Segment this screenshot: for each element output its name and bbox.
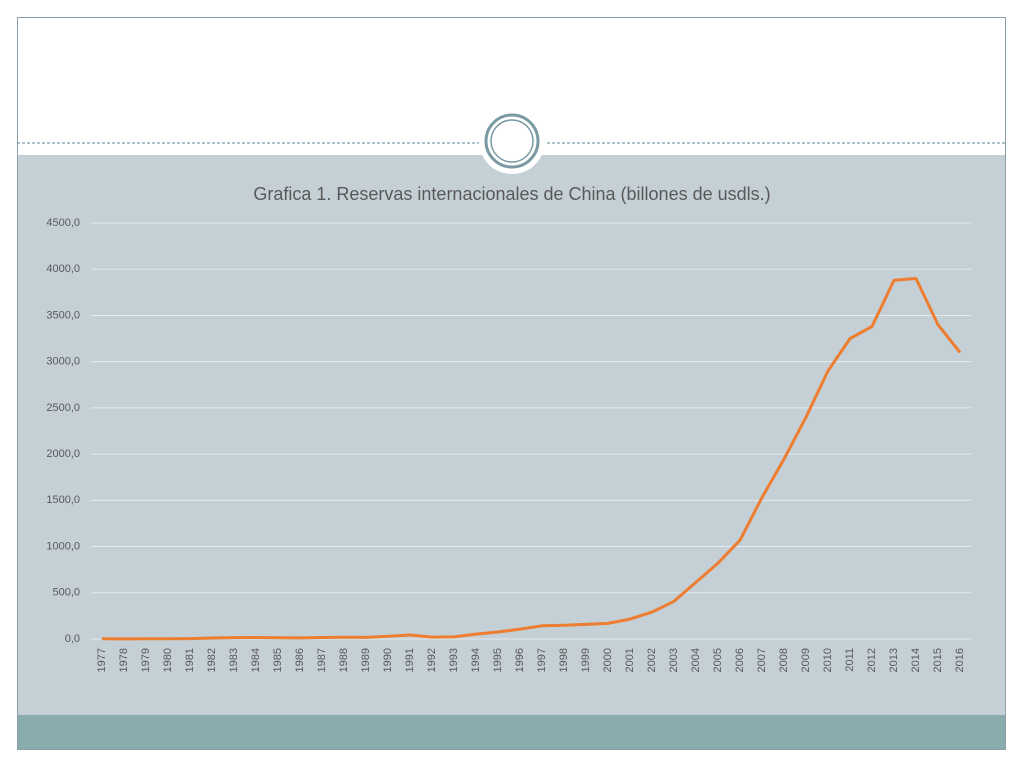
x-tick-label: 2008	[778, 648, 790, 672]
y-tick-label: 3500,0	[46, 309, 80, 321]
x-tick-label: 1992	[426, 648, 438, 672]
x-tick-label: 1998	[558, 648, 570, 672]
x-tick-label: 2001	[624, 648, 636, 672]
x-tick-label: 2000	[602, 648, 614, 672]
x-tick-label: 1995	[492, 648, 504, 672]
x-tick-label: 2007	[756, 648, 768, 672]
x-tick-label: 1984	[250, 648, 262, 672]
x-tick-label: 1988	[338, 648, 350, 672]
ornament-outer	[479, 108, 545, 174]
x-tick-label: 2010	[822, 648, 834, 672]
slide-frame	[17, 17, 1006, 750]
y-tick-label: 2500,0	[46, 402, 80, 414]
x-tick-label: 1978	[118, 648, 130, 672]
x-tick-label: 1997	[536, 648, 548, 672]
chart-title: Grafica 1. Reservas internacionales de C…	[253, 184, 770, 204]
x-tick-label: 2004	[690, 648, 702, 672]
x-tick-label: 1991	[404, 648, 416, 672]
x-tick-label: 1983	[228, 648, 240, 672]
x-tick-label: 2005	[712, 648, 724, 672]
x-tick-label: 2006	[734, 648, 746, 672]
x-tick-label: 2011	[844, 648, 856, 672]
x-tick-label: 1977	[96, 648, 108, 672]
content-panel	[17, 155, 1006, 715]
x-tick-label: 1979	[140, 648, 152, 672]
x-tick-label: 1990	[382, 648, 394, 672]
y-tick-label: 4000,0	[46, 263, 80, 275]
y-tick-label: 3000,0	[46, 356, 80, 368]
x-tick-label: 1980	[162, 648, 174, 672]
ornament-inner	[490, 119, 534, 163]
y-tick-label: 1500,0	[46, 494, 80, 506]
x-tick-label: 1986	[294, 648, 306, 672]
x-tick-label: 1993	[448, 648, 460, 672]
x-tick-label: 1981	[184, 648, 196, 672]
data-line	[101, 277, 962, 641]
y-tick-label: 4500,0	[46, 217, 80, 229]
x-tick-label: 1987	[316, 648, 328, 672]
x-tick-label: 2012	[866, 648, 878, 672]
x-tick-label: 2016	[954, 648, 966, 672]
x-tick-label: 1982	[206, 648, 218, 672]
y-tick-label: 500,0	[52, 587, 80, 599]
x-tick-label: 2003	[668, 648, 680, 672]
y-tick-label: 1000,0	[46, 540, 80, 552]
x-tick-label: 2013	[888, 648, 900, 672]
x-tick-label: 1989	[360, 648, 372, 672]
x-tick-label: 1985	[272, 648, 284, 672]
footer-bar	[17, 715, 1006, 750]
x-tick-label: 2015	[932, 648, 944, 672]
x-tick-label: 2009	[800, 648, 812, 672]
y-tick-label: 2000,0	[46, 448, 80, 460]
x-tick-label: 1996	[514, 648, 526, 672]
ornament-ring	[484, 113, 540, 169]
x-tick-label: 1994	[470, 648, 482, 672]
x-tick-label: 2014	[910, 648, 922, 672]
x-tick-label: 2002	[646, 648, 658, 672]
x-tick-label: 1999	[580, 648, 592, 672]
y-tick-label: 0,0	[65, 633, 80, 645]
